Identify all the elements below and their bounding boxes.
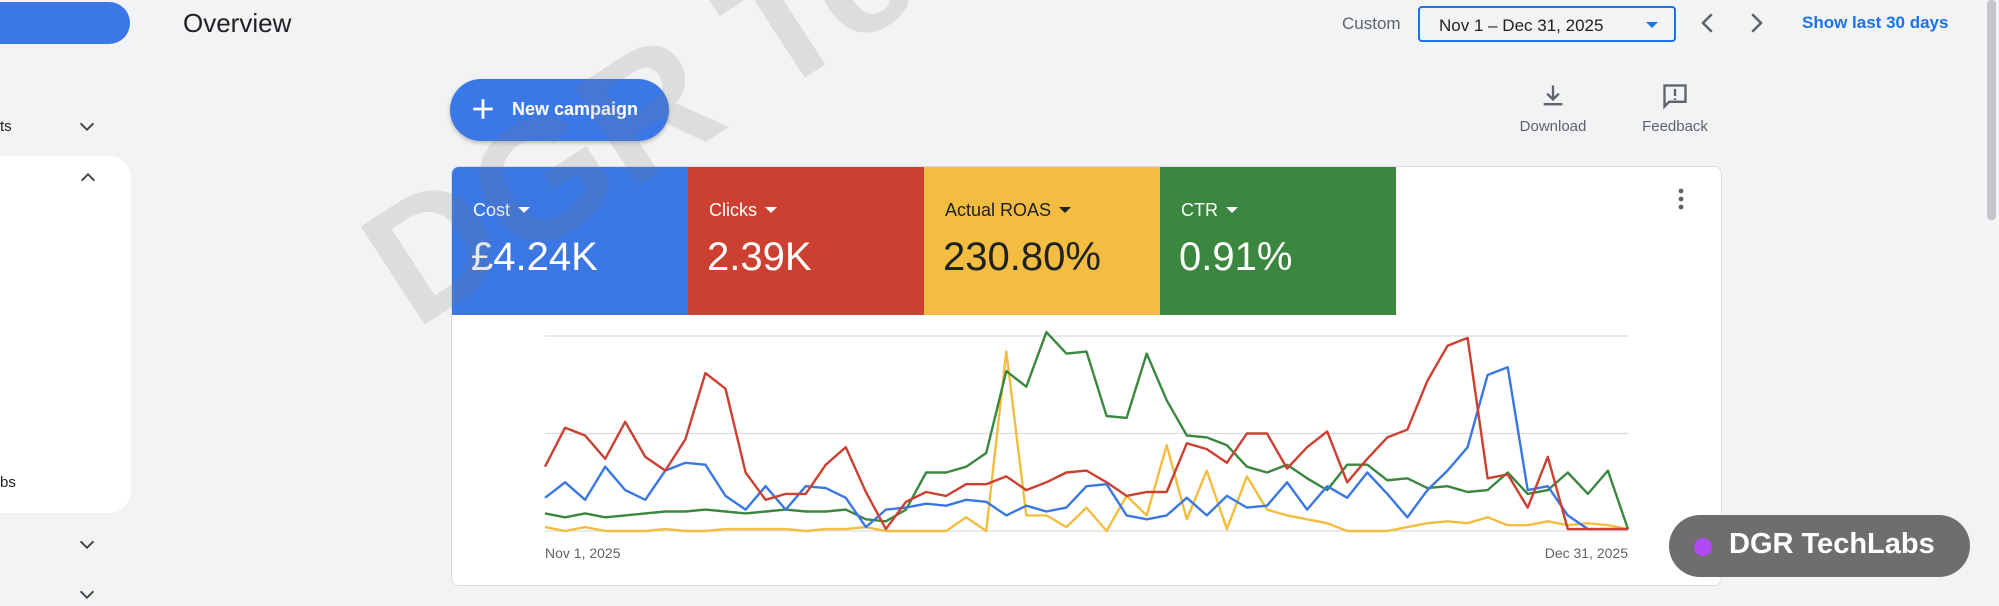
series-line-cost [544, 366, 1628, 531]
sidebar-item-label[interactable]: bs [0, 474, 16, 491]
caret-down-icon [1226, 207, 1238, 213]
chevron-up-icon[interactable] [77, 166, 99, 188]
metric-name-roas[interactable]: Actual ROAS [945, 200, 1072, 221]
caret-down-icon [765, 207, 777, 213]
metric-value-clicks: 2.39K [707, 235, 812, 279]
sidebar-selected-pill[interactable] [0, 2, 130, 44]
metric-name-text: Actual ROAS [945, 200, 1052, 220]
series-line-clicks [543, 336, 1628, 531]
page-title: Overview [183, 8, 292, 38]
brand-dot-icon [1694, 538, 1712, 556]
x-tick-label-start: Nov 1, 2025 [545, 545, 621, 561]
scrollbar-thumb[interactable] [1987, 0, 1996, 220]
feedback-label: Feedback [1642, 118, 1708, 135]
brand-badge: DGR TechLabs [1669, 515, 1970, 577]
sidebar-item-collapsed[interactable] [0, 520, 130, 570]
date-range-select[interactable]: Nov 1 – Dec 31, 2025 [1418, 6, 1676, 42]
metric-name-clicks[interactable]: Clicks [709, 200, 777, 221]
metric-value-cost: £4.24K [471, 235, 598, 279]
metric-tile-ctr[interactable]: CTR 0.91% [1160, 167, 1396, 315]
x-tick-label-end: Dec 31, 2025 [1545, 545, 1628, 561]
download-label: Download [1519, 118, 1587, 135]
caret-down-icon [1059, 207, 1072, 213]
feedback-icon [1663, 84, 1687, 110]
date-range-type-label: Custom [1342, 14, 1401, 33]
download-button[interactable]: Download [1503, 82, 1603, 142]
feedback-button[interactable]: Feedback [1625, 82, 1725, 142]
brand-badge-text: DGR TechLabs [1729, 528, 1935, 560]
caret-down-icon [1646, 22, 1658, 28]
chevron-down-icon [79, 122, 95, 132]
sidebar-expanded-group: bs [0, 156, 131, 513]
performance-card: Cost £4.24K Clicks 2.39K Actual ROAS 230… [451, 166, 1722, 586]
plus-icon [473, 99, 493, 119]
new-campaign-label: New campaign [512, 99, 639, 119]
sidebar-item-label: ts [0, 118, 12, 135]
chevron-down-icon [79, 540, 95, 550]
metric-name-ctr[interactable]: CTR [1181, 200, 1238, 221]
new-campaign-button[interactable]: New campaign [450, 79, 669, 141]
sidebar-item-collapsed[interactable]: ts [0, 102, 130, 152]
metric-tile-roas[interactable]: Actual ROAS 230.80% [924, 167, 1160, 315]
caret-down-icon [518, 207, 531, 213]
download-icon [1543, 85, 1563, 106]
chevron-left-icon[interactable] [1693, 8, 1723, 38]
series-line-ctr [544, 330, 1630, 530]
chevron-down-icon [79, 590, 95, 600]
chevron-right-icon[interactable] [1741, 8, 1771, 38]
metric-tile-clicks[interactable]: Clicks 2.39K [688, 167, 924, 315]
date-range-value: Nov 1 – Dec 31, 2025 [1439, 16, 1604, 35]
metric-name-cost[interactable]: Cost [473, 200, 531, 221]
performance-line-chart: Nov 1, 2025 Dec 31, 2025 [543, 330, 1630, 561]
metric-value-roas: 230.80% [943, 235, 1101, 279]
metric-name-text: Cost [473, 200, 511, 220]
metric-name-text: Clicks [709, 200, 757, 220]
sidebar-item-collapsed[interactable] [0, 570, 130, 606]
show-last-30-days-link[interactable]: Show last 30 days [1802, 13, 1949, 32]
more-options-icon[interactable] [1671, 187, 1691, 213]
metric-tile-cost[interactable]: Cost £4.24K [452, 167, 688, 315]
series-line-actual-roas [544, 350, 1629, 533]
metric-name-text: CTR [1181, 200, 1218, 220]
metric-value-ctr: 0.91% [1179, 235, 1293, 279]
